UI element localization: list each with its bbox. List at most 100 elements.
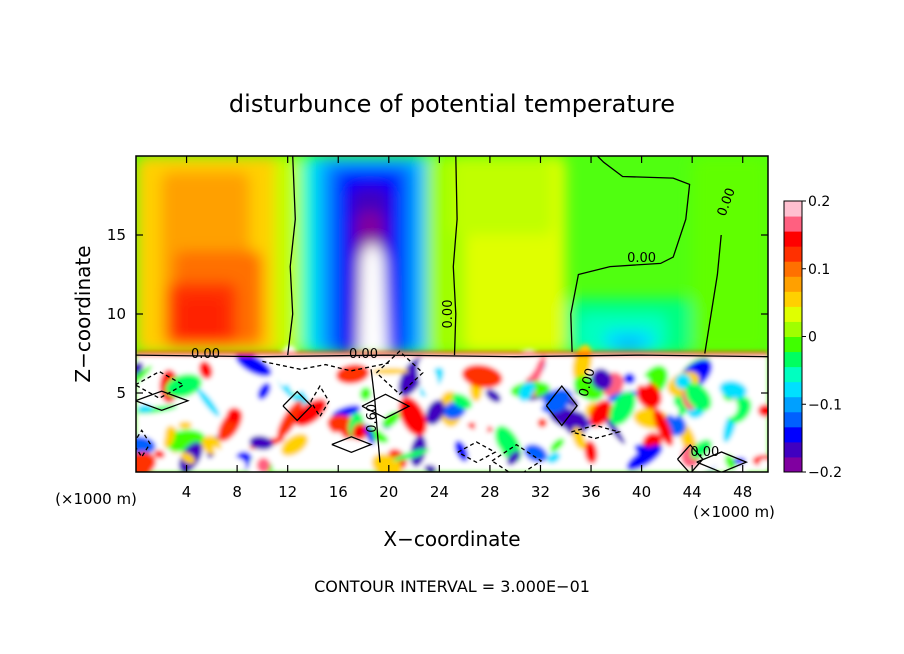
colorbar-swatch bbox=[784, 321, 802, 337]
turbulent-eddy bbox=[398, 396, 427, 437]
turbulent-eddy bbox=[294, 398, 327, 427]
turbulent-eddy bbox=[719, 380, 747, 399]
x-tick-label: 8 bbox=[232, 483, 242, 501]
colorbar-swatch bbox=[784, 276, 802, 292]
y-tick-label: 5 bbox=[116, 384, 126, 402]
turbulent-eddy bbox=[199, 361, 213, 380]
field-blob bbox=[692, 156, 768, 354]
colorbar-tick-label: 0.2 bbox=[808, 194, 830, 210]
contour-line-eddy bbox=[310, 384, 330, 418]
colorbar-swatch bbox=[784, 246, 802, 262]
turbulent-eddy bbox=[690, 439, 712, 460]
contour-label: 0.00 bbox=[441, 300, 456, 329]
x-tick-label: 16 bbox=[329, 483, 348, 501]
turbulent-eddy bbox=[728, 451, 756, 472]
contour-line-eddy bbox=[376, 350, 424, 396]
contour-line bbox=[452, 156, 458, 356]
turbulent-eddy bbox=[741, 418, 765, 453]
colorbar: 0.2 0.1 0 −0.1 −0.2 bbox=[783, 194, 842, 481]
turbulent-eddy bbox=[491, 444, 503, 459]
turbulent-eddy bbox=[154, 450, 165, 459]
turbulent-eddy bbox=[454, 440, 469, 462]
turbulent-eddy bbox=[197, 388, 220, 417]
contour-line-eddy bbox=[331, 436, 373, 453]
x-tick-label: 20 bbox=[379, 483, 398, 501]
turbulent-eddy bbox=[352, 423, 368, 441]
turbulent-eddy bbox=[653, 408, 674, 447]
y-tick-label: 10 bbox=[107, 305, 126, 323]
turbulent-eddy bbox=[518, 381, 535, 402]
turbulent-eddy bbox=[507, 450, 521, 466]
contour-line bbox=[704, 234, 722, 354]
turbulent-eddy bbox=[424, 464, 437, 472]
colorbar-swatch bbox=[784, 381, 802, 398]
turbulent-eddy bbox=[425, 399, 445, 425]
colorbar-tick-label: −0.1 bbox=[808, 397, 842, 413]
turbulent-eddy bbox=[589, 399, 612, 428]
turbulent-eddy bbox=[474, 410, 489, 440]
turbulent-eddy bbox=[136, 436, 156, 455]
turbulent-eddy bbox=[568, 398, 579, 409]
turbulent-eddy bbox=[724, 454, 736, 471]
contour-line-eddy bbox=[457, 441, 497, 464]
colorbar-swatch bbox=[784, 231, 802, 247]
contour-line bbox=[287, 156, 296, 356]
contour-line-eddy bbox=[545, 384, 578, 427]
turbulent-eddy bbox=[636, 381, 662, 410]
turbulent-eddy bbox=[281, 433, 309, 456]
interface-band bbox=[136, 351, 768, 356]
turbulent-eddy bbox=[359, 387, 372, 401]
x-tick-label: 24 bbox=[430, 483, 449, 501]
turbulent-eddy bbox=[256, 457, 271, 472]
contour-label: 0.00 bbox=[349, 347, 378, 362]
plot-area: 0.000.000.000.000.000.600.000.00 bbox=[136, 156, 768, 472]
colorbar-swatch bbox=[784, 456, 802, 473]
y-axis-label: Z−coordinate bbox=[71, 245, 95, 382]
y-tick-label: 15 bbox=[107, 226, 126, 244]
turbulent-eddy bbox=[366, 365, 379, 381]
turbulent-eddy bbox=[221, 360, 244, 379]
turbulent-eddy bbox=[758, 404, 768, 418]
x-tick-label: 48 bbox=[733, 483, 752, 501]
turbulent-eddy bbox=[257, 382, 271, 400]
chart-title: disturbunce of potential temperature bbox=[229, 90, 675, 118]
colorbar-swatch bbox=[784, 396, 802, 413]
turbulent-eddy bbox=[330, 432, 343, 444]
turbulent-eddy bbox=[235, 352, 272, 377]
turbulent-eddy bbox=[591, 368, 612, 391]
turbulent-eddy bbox=[226, 407, 242, 424]
turbulent-eddy bbox=[461, 364, 503, 389]
turbulent-eddy bbox=[685, 382, 712, 412]
colorbar-swatch bbox=[784, 306, 802, 322]
lower-field bbox=[136, 344, 768, 472]
contour-labels: 0.000.000.000.000.000.600.000.00 bbox=[191, 186, 739, 460]
x-tick-label: 12 bbox=[278, 483, 297, 501]
contour-label: 0.00 bbox=[577, 367, 599, 399]
colorbar-tick-label: −0.2 bbox=[808, 465, 842, 481]
x-tick-label: 40 bbox=[632, 483, 651, 501]
colorbar-swatch bbox=[784, 261, 802, 277]
turbulent-eddy bbox=[136, 452, 156, 472]
contour-label: 0.00 bbox=[690, 445, 719, 460]
contour-line-eddy bbox=[136, 429, 151, 459]
contour-label: 0.00 bbox=[191, 347, 220, 362]
colorbar-swatch bbox=[784, 291, 802, 307]
turbulent-eddy bbox=[609, 391, 636, 426]
contour-lines bbox=[136, 156, 768, 472]
turbulent-eddy bbox=[523, 402, 546, 414]
contour-line-eddy bbox=[361, 393, 411, 419]
turbulent-eddy bbox=[524, 444, 548, 463]
turbulent-eddy bbox=[550, 438, 565, 452]
colorbar-swatch bbox=[784, 411, 802, 428]
contour-line bbox=[370, 369, 381, 463]
field-blob bbox=[616, 336, 642, 354]
x-tick-label: 4 bbox=[182, 483, 192, 501]
field-blob bbox=[180, 298, 225, 338]
turbulent-eddy bbox=[731, 457, 747, 465]
turbulent-eddy bbox=[623, 372, 636, 385]
turbulent-eddy bbox=[163, 428, 175, 449]
colorbar-swatch bbox=[784, 216, 802, 232]
turbulent-eddy bbox=[371, 368, 409, 375]
contour-line-eddy bbox=[491, 443, 543, 472]
